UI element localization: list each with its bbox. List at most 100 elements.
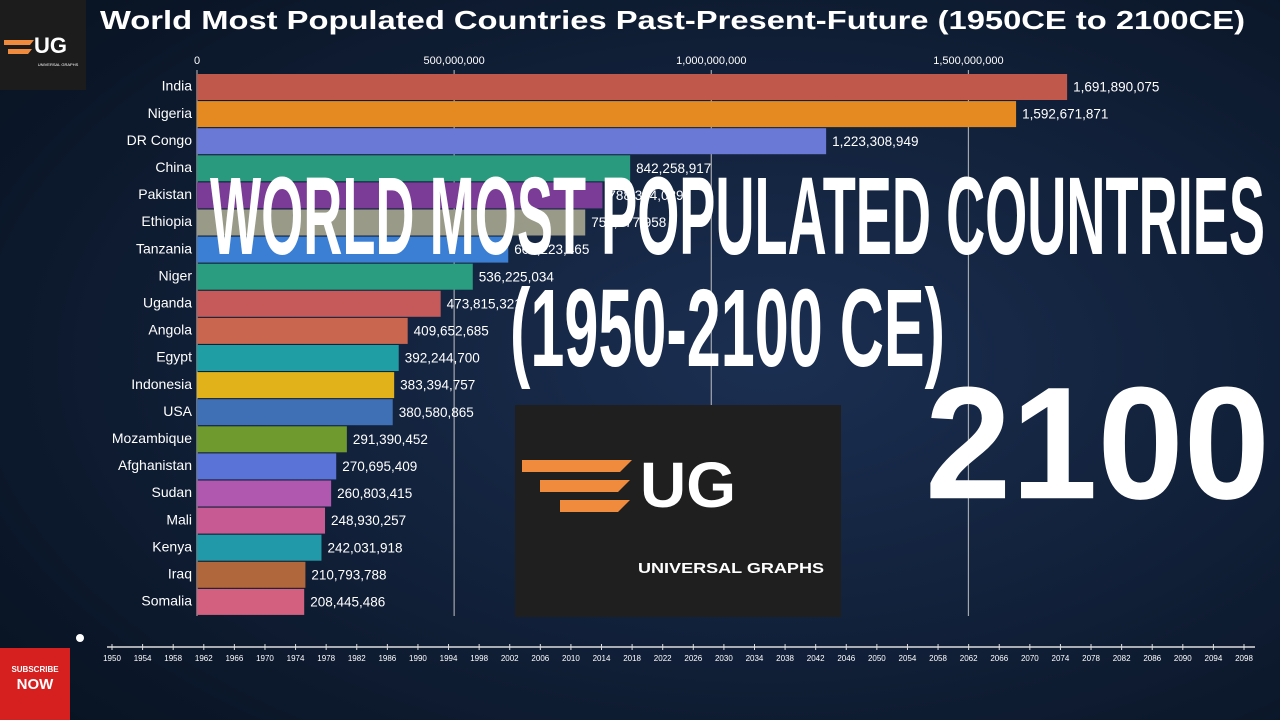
logo-mark: UG [640, 449, 736, 521]
timeline-label: 2050 [868, 654, 886, 663]
bar [197, 345, 399, 371]
timeline-label: 2026 [684, 654, 702, 663]
timeline-label: 2022 [654, 654, 672, 663]
timeline-label: 2086 [1143, 654, 1161, 663]
category-label: Pakistan [138, 186, 192, 202]
x-tick-label: 1,500,000,000 [933, 55, 1003, 67]
timeline-label: 2090 [1174, 654, 1192, 663]
value-label: 383,394,757 [400, 378, 475, 393]
bar [197, 588, 305, 615]
bar [197, 263, 473, 290]
value-label: 409,652,685 [414, 323, 489, 338]
x-tick-label: 0 [194, 55, 200, 67]
timeline-label: 2058 [929, 654, 947, 663]
timeline-label: 1962 [195, 654, 213, 663]
small-logo-mark: UG [34, 33, 67, 58]
logo-name: UNIVERSAL GRAPHS [638, 560, 824, 577]
timeline-label: 1958 [164, 654, 182, 663]
bar [197, 182, 603, 209]
bar [197, 236, 509, 263]
subscribe-badge[interactable] [0, 648, 70, 720]
badge-text: NOW [17, 676, 55, 693]
category-label: Mali [166, 511, 192, 527]
timeline-label: 1978 [317, 654, 335, 663]
bar [197, 209, 586, 236]
small-logo-name: UNIVERSAL GRAPHS [38, 62, 79, 67]
timeline-label: 2074 [1052, 654, 1070, 663]
timeline-label: 2046 [837, 654, 855, 663]
timeline-label: 1950 [103, 654, 121, 663]
value-label: 1,691,890,075 [1073, 80, 1159, 95]
value-label: 842,258,917 [636, 161, 711, 176]
timeline-label: 2014 [593, 654, 611, 663]
timeline-label: 1994 [440, 654, 458, 663]
value-label: 754,877,958 [591, 215, 666, 230]
value-label: 242,031,918 [327, 540, 402, 555]
current-year: 2100 [925, 353, 1270, 532]
timeline-label: 2082 [1113, 654, 1131, 663]
bar [197, 399, 393, 426]
timeline-marker [76, 634, 84, 642]
category-label: Niger [159, 267, 193, 283]
bar [197, 480, 332, 507]
timeline-label: 1998 [470, 654, 488, 663]
category-label: Mozambique [112, 430, 192, 446]
timeline-label: 2010 [562, 654, 580, 663]
bar [197, 101, 1017, 128]
bar [197, 426, 347, 453]
timeline-label: 2006 [531, 654, 549, 663]
category-label: China [155, 159, 192, 175]
timeline-label: 2062 [960, 654, 978, 663]
bar [197, 155, 631, 182]
bar [197, 74, 1068, 100]
timeline-label: 1986 [378, 654, 396, 663]
timeline-label: 2018 [623, 654, 641, 663]
category-label: Nigeria [148, 105, 193, 121]
timeline-label: 1990 [409, 654, 427, 663]
timeline-label: 2066 [990, 654, 1008, 663]
category-label: USA [163, 403, 192, 419]
timeline-label: 2098 [1235, 654, 1253, 663]
timeline-label: 1966 [225, 654, 243, 663]
timeline-label: 1954 [134, 654, 152, 663]
value-label: 392,244,700 [405, 351, 480, 366]
chart-title: World Most Populated Countries Past-Pres… [100, 5, 1245, 35]
timeline-label: 2030 [715, 654, 733, 663]
timeline-label: 2034 [746, 654, 764, 663]
value-label: 380,580,865 [399, 405, 474, 420]
x-tick-label: 1,000,000,000 [676, 55, 746, 67]
bar [197, 507, 326, 534]
plot-area: 0 500,000,000 1,000,000,000 1,500,000,000 In… [112, 55, 1159, 616]
category-label: India [162, 78, 193, 94]
value-label: 788,344,029 [608, 188, 683, 203]
category-label: Angola [148, 322, 192, 338]
badge-text: SUBSCRIBE [11, 665, 59, 674]
category-label: Tanzania [136, 240, 192, 256]
bar [197, 128, 827, 155]
value-label: 473,815,321 [447, 296, 522, 311]
value-label: 1,592,671,871 [1022, 107, 1108, 122]
value-label: 260,803,415 [337, 486, 412, 501]
timeline-label: 2002 [501, 654, 519, 663]
timeline-label: 2070 [1021, 654, 1039, 663]
overlay-title-line: WORLD MOST POPULATED COUNTRIES [210, 155, 1265, 278]
value-label: 536,225,034 [479, 269, 555, 284]
timeline-label: 1974 [287, 654, 305, 663]
category-label: Indonesia [131, 376, 192, 392]
overlay-title-line: (1950-2100 CE) [510, 267, 945, 390]
timeline-label: 1982 [348, 654, 366, 663]
timeline-label: 2042 [807, 654, 825, 663]
category-label: Afghanistan [118, 457, 192, 473]
bar [197, 290, 441, 317]
category-label: DR Congo [127, 132, 193, 148]
logo-wings [522, 460, 632, 512]
category-label: Sudan [152, 484, 192, 500]
timeline-label: 2038 [776, 654, 794, 663]
timeline-label: 2094 [1205, 654, 1223, 663]
value-label: 605,223,465 [514, 242, 589, 257]
timeline-label: 1970 [256, 654, 274, 663]
value-label: 270,695,409 [342, 459, 417, 474]
category-label: Somalia [141, 593, 192, 609]
